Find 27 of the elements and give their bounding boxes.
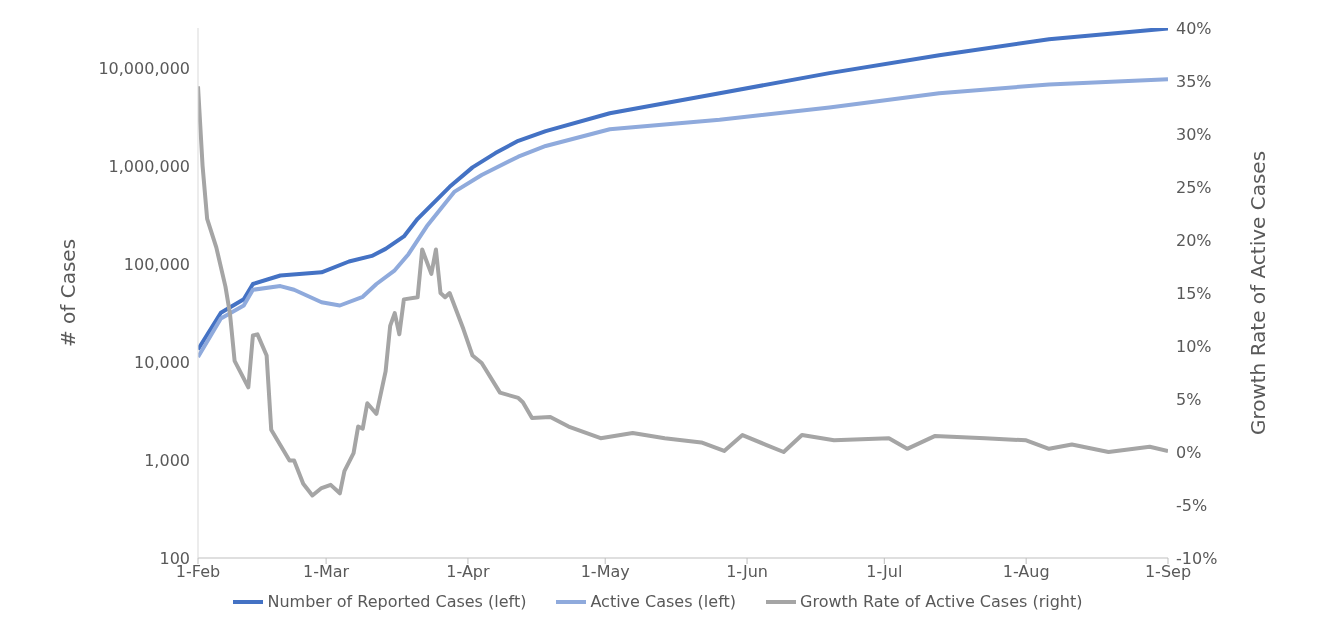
y-axis-title: # of Cases <box>56 238 81 348</box>
legend-label: Active Cases (left) <box>590 592 736 611</box>
y-tick-label: 10,000,000 <box>98 59 190 79</box>
y2-tick-label: 15% <box>1176 283 1212 303</box>
x-tick-label: 1-Apr <box>446 562 491 582</box>
y2-axis-title: Growth Rate of Active Cases <box>1246 150 1271 436</box>
x-tick-label: 1-Jun <box>726 562 768 582</box>
y2-tick-label: 40% <box>1176 18 1212 38</box>
y2-tick-label: -10% <box>1176 548 1218 568</box>
y-tick-label: 10,000 <box>134 352 190 372</box>
x-tick-label: 1-May <box>580 562 630 582</box>
y2-tick-label: -5% <box>1176 495 1208 515</box>
legend-label: Number of Reported Cases (left) <box>267 592 527 611</box>
y-tick-label: 1,000 <box>144 450 190 470</box>
y-tick-label: 1,000,000 <box>108 157 190 177</box>
x-tick-label: 1-Aug <box>1002 562 1050 582</box>
y2-tick-label: 30% <box>1176 124 1212 144</box>
x-tick-label: 1-Jul <box>866 562 903 582</box>
y2-tick-label: 20% <box>1176 230 1212 250</box>
x-tick-label: 1-Mar <box>303 562 350 582</box>
y2-tick-label: 10% <box>1176 336 1212 356</box>
y2-tick-label: 25% <box>1176 177 1212 197</box>
y2-tick-label: 0% <box>1176 442 1202 462</box>
y-tick-label: 100,000 <box>123 255 190 275</box>
y2-tick-label: 35% <box>1176 71 1212 91</box>
legend-label: Growth Rate of Active Cases (right) <box>800 592 1083 611</box>
y2-tick-label: 5% <box>1176 389 1202 409</box>
